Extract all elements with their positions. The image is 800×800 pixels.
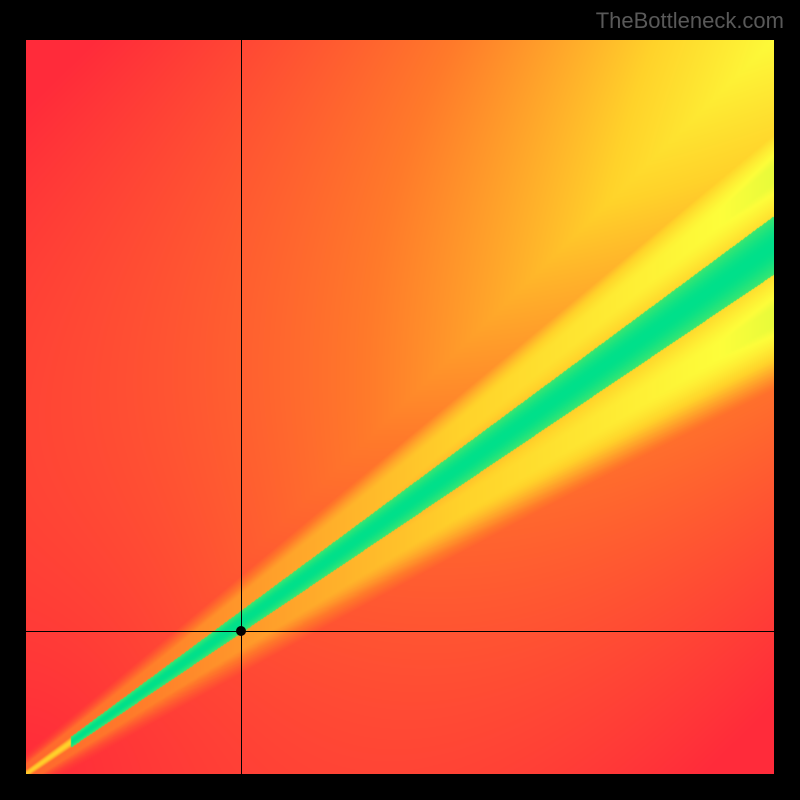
- crosshair-horizontal: [26, 631, 774, 632]
- selection-dot: [236, 626, 246, 636]
- watermark-text: TheBottleneck.com: [596, 8, 784, 34]
- crosshair-vertical: [241, 40, 242, 774]
- heatmap-canvas: [26, 40, 774, 774]
- bottleneck-heatmap: [26, 40, 774, 774]
